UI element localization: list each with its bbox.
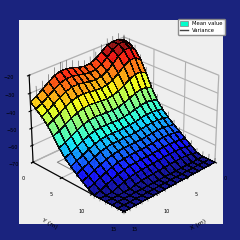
Y-axis label: Y (m): Y (m) xyxy=(41,218,58,230)
Legend: Mean value, Variance: Mean value, Variance xyxy=(178,19,225,35)
X-axis label: X (m): X (m) xyxy=(190,218,207,230)
